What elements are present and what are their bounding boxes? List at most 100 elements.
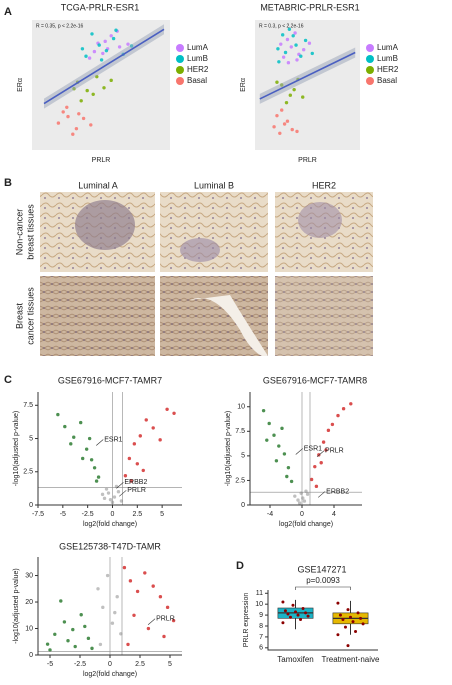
data-point xyxy=(283,609,287,613)
data-point xyxy=(285,37,290,42)
data-point xyxy=(294,43,298,47)
data-point xyxy=(281,621,285,625)
data-point xyxy=(141,468,145,473)
data-point xyxy=(108,497,113,502)
data-point xyxy=(326,428,331,433)
data-point xyxy=(114,28,118,32)
label-pointer xyxy=(147,618,156,625)
data-point xyxy=(105,573,110,578)
data-point xyxy=(280,108,284,112)
data-point xyxy=(303,38,308,43)
data-point xyxy=(106,491,111,495)
data-point xyxy=(289,45,293,49)
data-point xyxy=(132,613,136,617)
data-point xyxy=(138,434,142,438)
data-point xyxy=(151,426,155,430)
data-point xyxy=(94,479,99,483)
data-point xyxy=(79,99,83,103)
y-tick-label: 0 xyxy=(241,502,245,509)
chart-title: GSE125738-T47D-TAMR xyxy=(59,541,161,551)
data-point xyxy=(301,607,305,611)
data-point xyxy=(110,621,115,625)
data-point xyxy=(56,121,61,125)
panel-label: C xyxy=(4,374,12,386)
data-point xyxy=(346,608,350,612)
row-header: cancer tissues xyxy=(25,287,35,345)
row-header: Breast xyxy=(14,302,24,329)
tissue-image xyxy=(298,202,342,238)
data-point xyxy=(301,496,305,500)
data-point xyxy=(151,584,155,588)
data-point xyxy=(282,122,287,126)
data-point xyxy=(117,45,122,49)
gene-label: ERBB2 xyxy=(124,479,147,486)
axis xyxy=(37,557,182,656)
chart-title: METABRIC-PRLR-ESR1 xyxy=(260,2,359,12)
legend-swatch xyxy=(176,44,184,52)
data-point xyxy=(285,474,289,479)
data-point xyxy=(272,433,276,437)
gene-label: ESR1 xyxy=(304,445,322,452)
data-point xyxy=(295,129,299,134)
data-point xyxy=(135,462,140,466)
data-point xyxy=(101,51,105,56)
y-tick-label: 7.5 xyxy=(235,428,245,435)
data-point xyxy=(116,490,121,494)
data-point xyxy=(278,131,282,135)
x-tick-label: -7.5 xyxy=(32,511,44,518)
data-point xyxy=(132,442,137,446)
data-point xyxy=(301,48,306,52)
data-point xyxy=(272,125,276,129)
y-tick-label: 6 xyxy=(259,645,263,652)
data-point xyxy=(349,615,352,619)
data-point xyxy=(90,32,94,36)
gene-label: ERBB2 xyxy=(326,488,349,495)
data-point xyxy=(99,58,104,62)
label-pointer xyxy=(295,448,303,455)
data-point xyxy=(351,620,355,624)
data-point xyxy=(171,618,176,623)
data-point xyxy=(74,126,79,131)
data-point xyxy=(85,88,89,93)
data-point xyxy=(356,611,360,615)
data-point xyxy=(285,119,290,123)
data-point xyxy=(309,477,314,482)
data-point xyxy=(282,452,287,456)
data-point xyxy=(346,644,350,648)
data-point xyxy=(72,435,76,439)
y-axis-label: PRLR expression xyxy=(243,593,250,648)
data-point xyxy=(349,402,353,406)
stat-annotation: R = 0.35, p < 2.2e-16 xyxy=(36,23,83,29)
data-point xyxy=(287,27,292,31)
data-point xyxy=(172,411,176,415)
data-point xyxy=(122,565,127,570)
data-point xyxy=(291,603,295,607)
data-point xyxy=(277,60,281,64)
data-point xyxy=(330,422,335,427)
data-point xyxy=(79,613,83,617)
y-axis-label: -log10(adjusted p-value) xyxy=(225,411,232,487)
x-tick-label: -2.5 xyxy=(82,511,94,518)
data-point xyxy=(158,438,162,442)
data-point xyxy=(299,617,303,621)
data-point xyxy=(165,407,169,411)
legend-swatch xyxy=(176,77,184,85)
data-point xyxy=(104,48,109,53)
data-point xyxy=(81,116,86,121)
label-pointer xyxy=(316,450,325,457)
data-point xyxy=(128,579,133,583)
data-point xyxy=(265,438,269,442)
data-point xyxy=(279,42,283,46)
data-point xyxy=(296,613,300,617)
data-point xyxy=(306,614,310,618)
plot-background xyxy=(255,20,360,150)
data-point xyxy=(102,496,107,501)
data-point xyxy=(359,616,363,620)
data-point xyxy=(305,492,310,496)
data-point xyxy=(77,112,81,116)
data-point xyxy=(343,625,347,629)
row-header: Non-cancer xyxy=(14,209,24,256)
data-point xyxy=(274,459,279,463)
y-tick-label: 2.5 xyxy=(235,477,245,484)
